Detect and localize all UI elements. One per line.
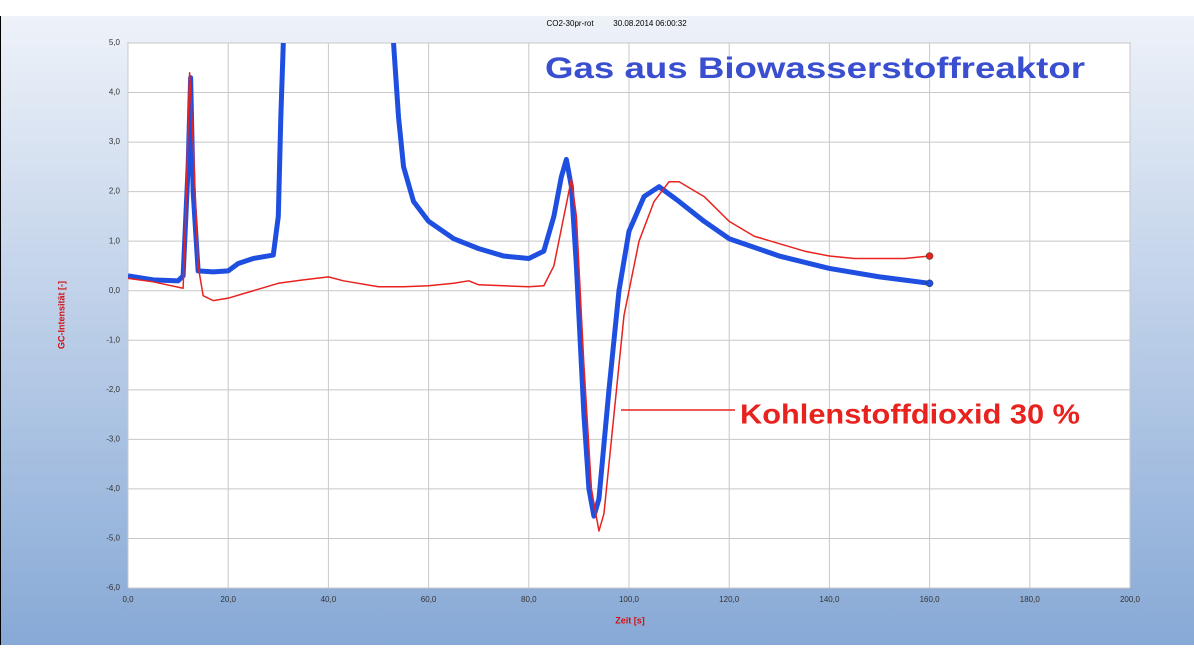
- y-tick-label: 5,0: [109, 38, 121, 47]
- y-tick-label: 3,0: [109, 137, 121, 146]
- x-tick-label: 100,0: [619, 595, 640, 604]
- end-marker: [925, 252, 934, 260]
- header-date: 30.08.2014 06:00:32: [613, 19, 687, 28]
- y-tick-label: -2,0: [106, 385, 120, 394]
- x-tick-label: 200,0: [1120, 595, 1141, 604]
- y-tick-label: 2,0: [109, 187, 121, 196]
- end-marker: [925, 279, 934, 288]
- x-tick-label: 140,0: [819, 595, 840, 604]
- top-strip: [0, 0, 1194, 16]
- y-tick-label: -5,0: [106, 534, 120, 543]
- x-tick-label: 80,0: [521, 595, 537, 604]
- x-tick-label: 60,0: [421, 595, 437, 604]
- annotation-co2: Kohlenstoffdioxid 30 %: [740, 398, 1080, 429]
- series-line: [128, 71, 930, 532]
- y-axis-label: GC-Intensität [-]: [56, 281, 66, 349]
- x-tick-label: 180,0: [1020, 595, 1041, 604]
- y-tick-label: -3,0: [106, 434, 120, 443]
- header-name: CO2-30pr-rot: [546, 19, 594, 28]
- x-tick-label: 20,0: [220, 595, 236, 604]
- x-tick-label: 120,0: [719, 595, 740, 604]
- series-line: [128, 43, 930, 519]
- x-tick-label: 40,0: [321, 595, 337, 604]
- y-tick-label: 4,0: [109, 88, 121, 97]
- x-tick-label: 160,0: [920, 595, 941, 604]
- y-tick-label: -6,0: [106, 583, 120, 592]
- x-axis-label: Zeit [s]: [615, 615, 645, 625]
- y-tick-label: -4,0: [106, 484, 120, 493]
- y-tick-label: 0,0: [109, 286, 121, 295]
- x-tick-label: 0,0: [122, 595, 134, 604]
- y-tick-label: -1,0: [106, 335, 120, 344]
- y-tick-label: 1,0: [109, 236, 121, 245]
- annotation-title: Gas aus Biowasserstoffreaktor: [545, 52, 1085, 85]
